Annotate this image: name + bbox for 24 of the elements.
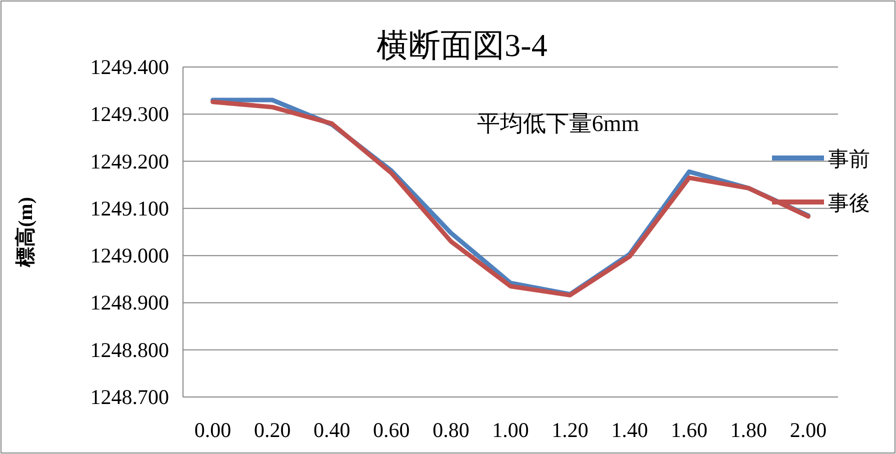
x-tick-label: 2.00 <box>790 418 827 442</box>
x-tick-label: 0.80 <box>432 418 470 442</box>
legend-label: 事前 <box>828 147 870 171</box>
legend-label: 事後 <box>828 191 870 215</box>
x-tick-label: 0.60 <box>373 418 410 442</box>
y-tick-label: 1249.300 <box>90 102 169 126</box>
x-tick-label: 1.80 <box>730 418 768 442</box>
y-tick-label: 1249.200 <box>90 149 169 174</box>
y-tick-label: 1248.800 <box>90 338 169 362</box>
y-tick-label: 1249.400 <box>90 55 169 79</box>
chart-title: 横断面図3-4 <box>376 27 548 63</box>
y-tick-label: 1249.000 <box>90 244 169 268</box>
annotation: 平均低下量6mm <box>476 111 640 136</box>
x-tick-label: 1.00 <box>492 418 529 442</box>
y-tick-label: 1249.100 <box>90 196 169 220</box>
x-tick-label: 0.00 <box>194 418 232 442</box>
x-tick-label: 1.60 <box>670 418 708 442</box>
x-tick-label: 1.20 <box>552 418 588 442</box>
y-tick-label: 1248.900 <box>90 290 169 315</box>
y-tick-label: 1248.700 <box>90 385 169 409</box>
y-axis-title: 標高(m) <box>14 197 37 268</box>
x-tick-label: 1.40 <box>611 418 648 442</box>
x-tick-label: 0.40 <box>313 418 350 442</box>
x-tick-label: 0.20 <box>254 418 291 442</box>
